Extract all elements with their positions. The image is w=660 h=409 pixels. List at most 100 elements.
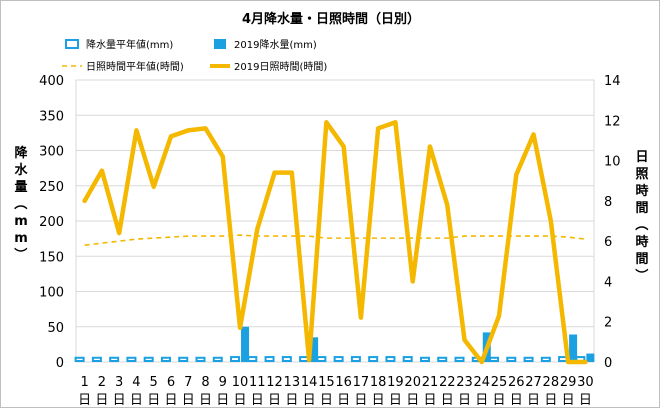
- x-tick-label: 8: [201, 375, 209, 390]
- x-tick-suffix: 日: [164, 393, 177, 408]
- x-tick-suffix: 日: [320, 393, 333, 408]
- legend: 降水量平年値(mm) 2019降水量(mm) 日照時間平年値(時間) 2019日照時間…: [62, 38, 327, 73]
- x-tick-suffix: 日: [182, 393, 195, 408]
- bar-precip-normal: [419, 356, 430, 362]
- y-right-title-char: 時: [635, 183, 648, 199]
- x-ticks: 1日2日3日4日5日6日7日8日9日10日11日12日13日14日15日16日1…: [78, 375, 594, 408]
- bar-precip-normal: [523, 356, 534, 362]
- y-right-title-char: 日: [635, 150, 648, 165]
- legend-label: 降水量平年値(mm): [86, 38, 173, 51]
- bar-precip-normal: [437, 356, 448, 362]
- x-tick-suffix: 日: [199, 393, 212, 408]
- x-tick-label: 28: [543, 375, 560, 390]
- y-right-title-char: 照: [635, 167, 648, 182]
- x-tick-suffix: 日: [303, 393, 316, 408]
- bar-precip-normal: [143, 356, 154, 362]
- y-right-tick-label: 8: [604, 195, 612, 210]
- x-tick-suffix: 日: [113, 393, 126, 408]
- y-right-title-char: 間: [635, 252, 648, 267]
- y-left-title-char: ）: [12, 247, 28, 260]
- line-sunshine-2019-path: [82, 120, 588, 365]
- x-tick-label: 20: [404, 375, 421, 390]
- x-tick-suffix: 日: [268, 393, 281, 408]
- grid: [75, 79, 595, 363]
- y-right-axis-title: 日照時間（時間）: [633, 150, 649, 282]
- bar-precip-normal: [489, 356, 500, 362]
- bar-precip-2019: [586, 353, 595, 362]
- x-tick-label: 14: [301, 375, 318, 390]
- line-sunshine-normal-path: [84, 234, 586, 246]
- bar-precip-normal: [385, 356, 396, 363]
- x-tick-suffix: 日: [544, 393, 557, 408]
- x-tick-suffix: 日: [337, 393, 350, 408]
- x-tick-label: 9: [219, 375, 227, 390]
- x-tick-suffix: 日: [510, 393, 523, 408]
- x-tick-suffix: 日: [579, 393, 592, 408]
- bar-precip-2019: [569, 334, 578, 362]
- x-tick-label: 23: [456, 375, 473, 390]
- x-tick-label: 29: [560, 375, 577, 390]
- bars-precip-normal: [74, 356, 586, 363]
- legend-label: 2019降水量(mm): [234, 38, 317, 51]
- bars-precip-2019: [241, 326, 595, 362]
- x-tick-label: 10: [232, 375, 249, 390]
- bar-precip-normal: [212, 356, 223, 362]
- x-tick-suffix: 日: [423, 393, 436, 408]
- bar-precip-normal: [333, 356, 344, 363]
- x-tick-label: 24: [473, 375, 490, 390]
- bar-precip-normal: [264, 356, 275, 363]
- y-right-tick-label: 10: [604, 155, 621, 170]
- x-tick-label: 12: [266, 375, 283, 390]
- x-tick-label: 19: [387, 375, 404, 390]
- bar-precip-normal: [540, 356, 551, 362]
- x-tick-suffix: 日: [147, 393, 160, 408]
- x-tick-suffix: 日: [251, 393, 264, 408]
- x-tick-suffix: 日: [95, 393, 108, 408]
- x-tick-label: 16: [335, 375, 352, 390]
- x-tick-suffix: 日: [130, 393, 143, 408]
- x-tick-label: 5: [150, 375, 158, 390]
- x-tick-suffix: 日: [475, 393, 488, 408]
- x-tick-label: 2: [98, 375, 106, 390]
- x-tick-label: 18: [370, 375, 387, 390]
- x-tick-label: 27: [525, 375, 542, 390]
- x-tick-label: 6: [167, 375, 175, 390]
- y-left-title-char: m: [14, 214, 28, 229]
- x-tick-label: 26: [508, 375, 525, 390]
- y-right-tick-label: 0: [604, 356, 612, 371]
- bar-precip-2019: [310, 337, 319, 362]
- bar-precip-normal: [91, 356, 102, 362]
- x-tick-suffix: 日: [234, 393, 247, 408]
- x-tick-label: 21: [422, 375, 439, 390]
- x-tick-suffix: 日: [354, 393, 367, 408]
- x-tick-label: 4: [132, 375, 140, 390]
- y-left-ticks: 0 50 100 150 200 250 300 350 400: [39, 74, 64, 371]
- y-left-tick-label: 300: [39, 145, 64, 160]
- bar-precip-normal: [506, 356, 517, 362]
- y-left-tick-label: 200: [39, 215, 64, 230]
- x-tick-suffix: 日: [372, 393, 385, 408]
- x-tick-suffix: 日: [389, 393, 402, 408]
- y-right-tick-label: 2: [604, 316, 612, 331]
- y-left-tick-label: 50: [47, 321, 64, 336]
- y-left-title-char: 量: [14, 180, 27, 195]
- y-right-tick-label: 4: [604, 275, 612, 290]
- y-left-tick-label: 250: [39, 180, 64, 195]
- x-tick-label: 13: [284, 375, 301, 390]
- x-tick-label: 30: [577, 375, 594, 390]
- legend-item: 2019日照時間(時間): [210, 61, 327, 73]
- x-tick-label: 3: [115, 375, 123, 390]
- x-tick-suffix: 日: [527, 393, 540, 408]
- legend-label: 2019日照時間(時間): [234, 61, 327, 73]
- y-right-title-char: （: [633, 217, 649, 230]
- x-tick-label: 17: [353, 375, 370, 390]
- y-left-tick-label: 400: [39, 74, 64, 89]
- bar-precip-normal: [281, 356, 292, 363]
- legend-item: 2019降水量(mm): [214, 38, 317, 51]
- y-left-tick-label: 100: [39, 286, 64, 301]
- bar-precip-normal: [350, 356, 361, 363]
- x-tick-label: 7: [184, 375, 192, 390]
- x-tick-label: 1: [80, 375, 88, 390]
